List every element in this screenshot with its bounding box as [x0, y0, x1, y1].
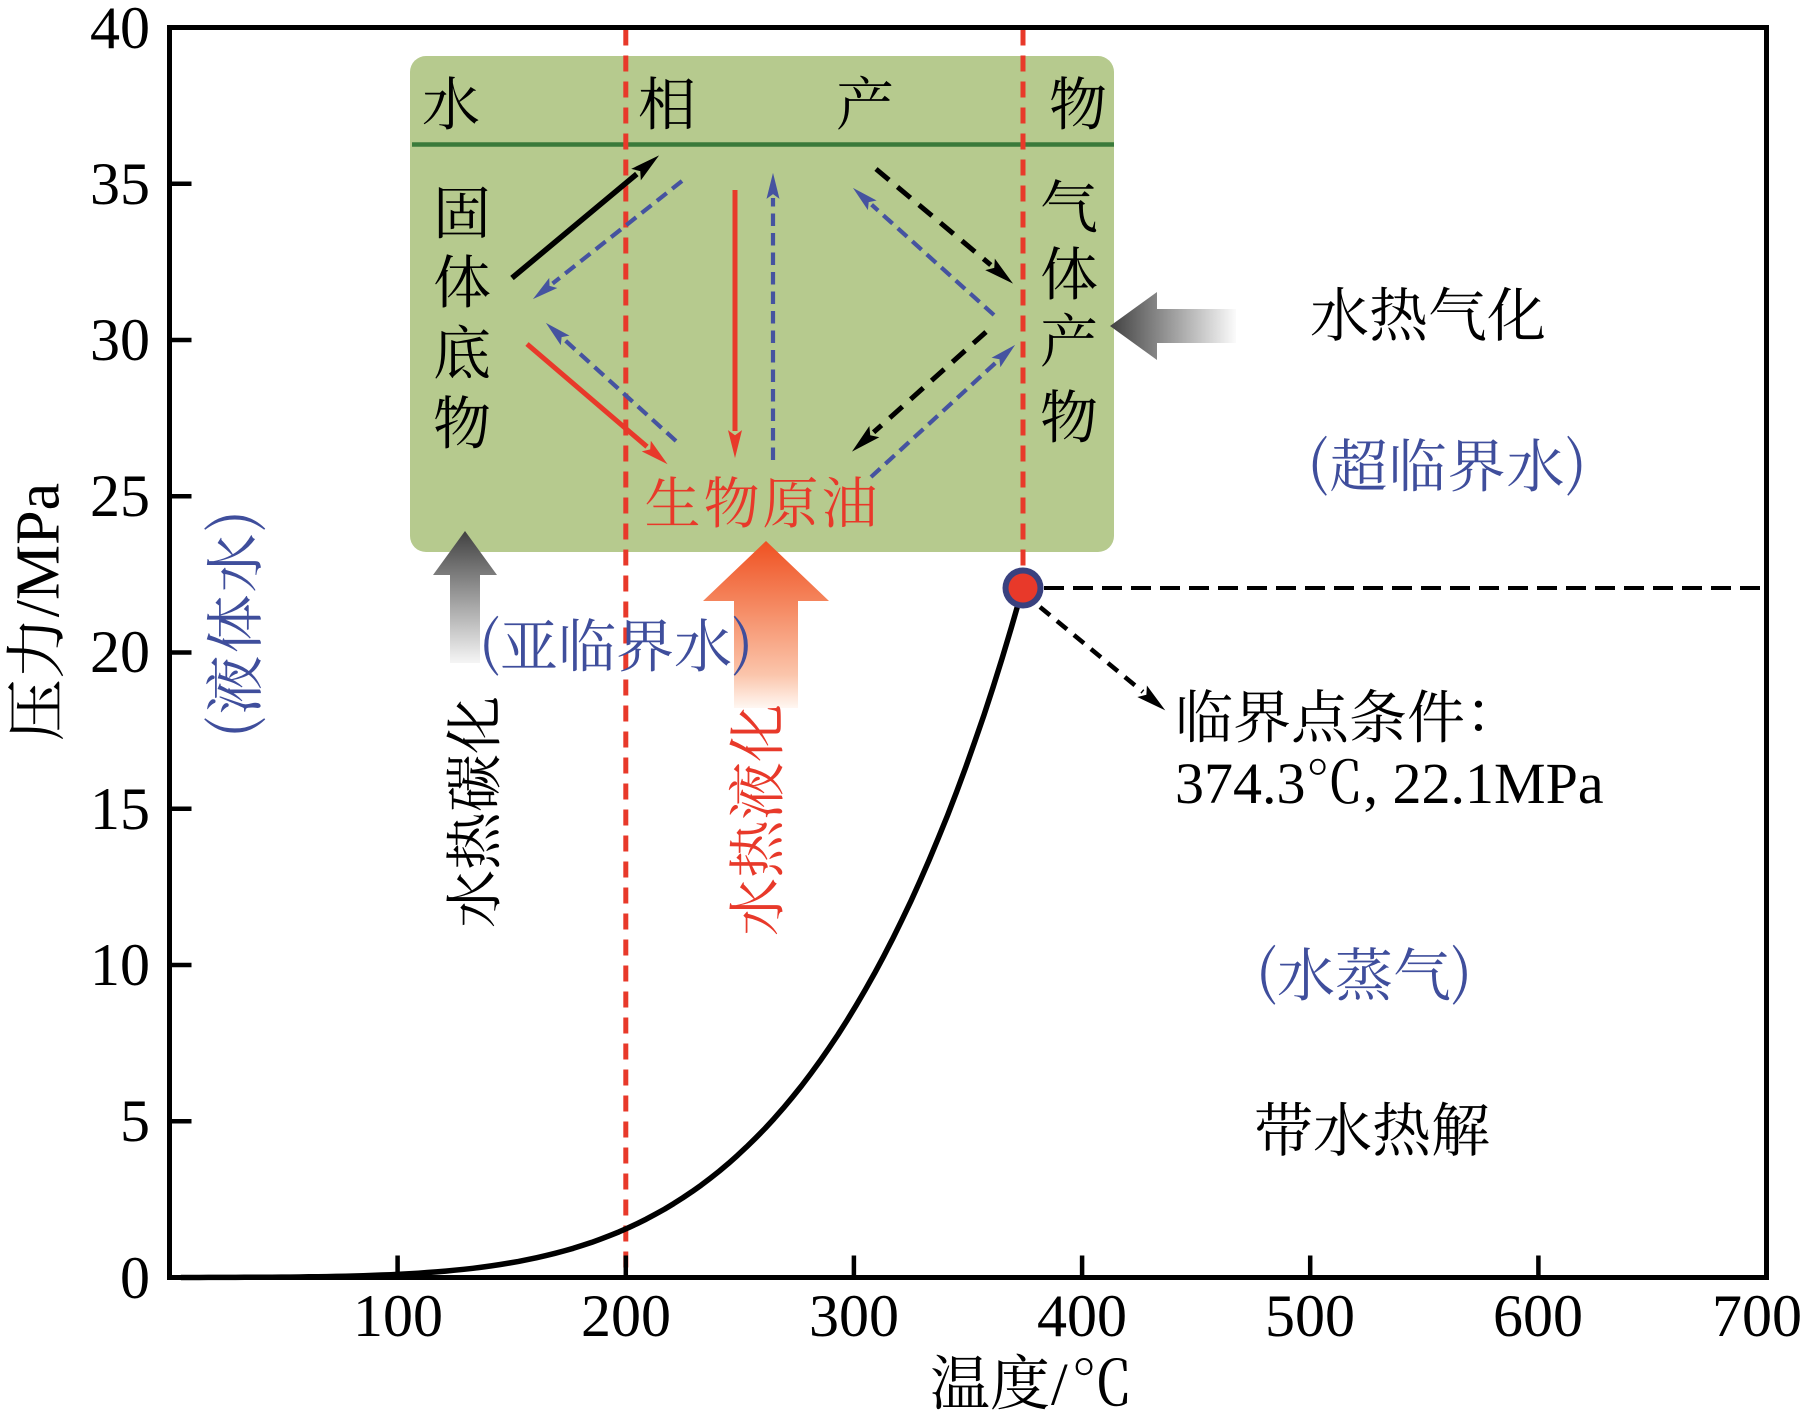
svg-text:700: 700 [1712, 1283, 1802, 1349]
svg-text:500: 500 [1265, 1283, 1355, 1349]
svg-text:/: / [1051, 1352, 1068, 1417]
svg-text:25: 25 [90, 463, 150, 529]
svg-text:20: 20 [90, 619, 150, 685]
svg-text:100: 100 [353, 1283, 443, 1349]
svg-text:600: 600 [1493, 1283, 1583, 1349]
svg-text:0: 0 [120, 1245, 150, 1311]
svg-text:, 22.1MPa: , 22.1MPa [1364, 751, 1604, 816]
svg-text:400: 400 [1037, 1283, 1127, 1349]
svg-text:200: 200 [581, 1283, 671, 1349]
svg-text:30: 30 [90, 307, 150, 373]
svg-text:15: 15 [90, 776, 150, 842]
svg-text:300: 300 [809, 1283, 899, 1349]
svg-text:10: 10 [90, 932, 150, 998]
svg-text:5: 5 [120, 1088, 150, 1154]
svg-text:/MPa: /MPa [4, 483, 72, 617]
svg-text:40: 40 [90, 0, 150, 61]
svg-text:35: 35 [90, 151, 150, 217]
svg-text:374.3: 374.3 [1175, 751, 1306, 816]
